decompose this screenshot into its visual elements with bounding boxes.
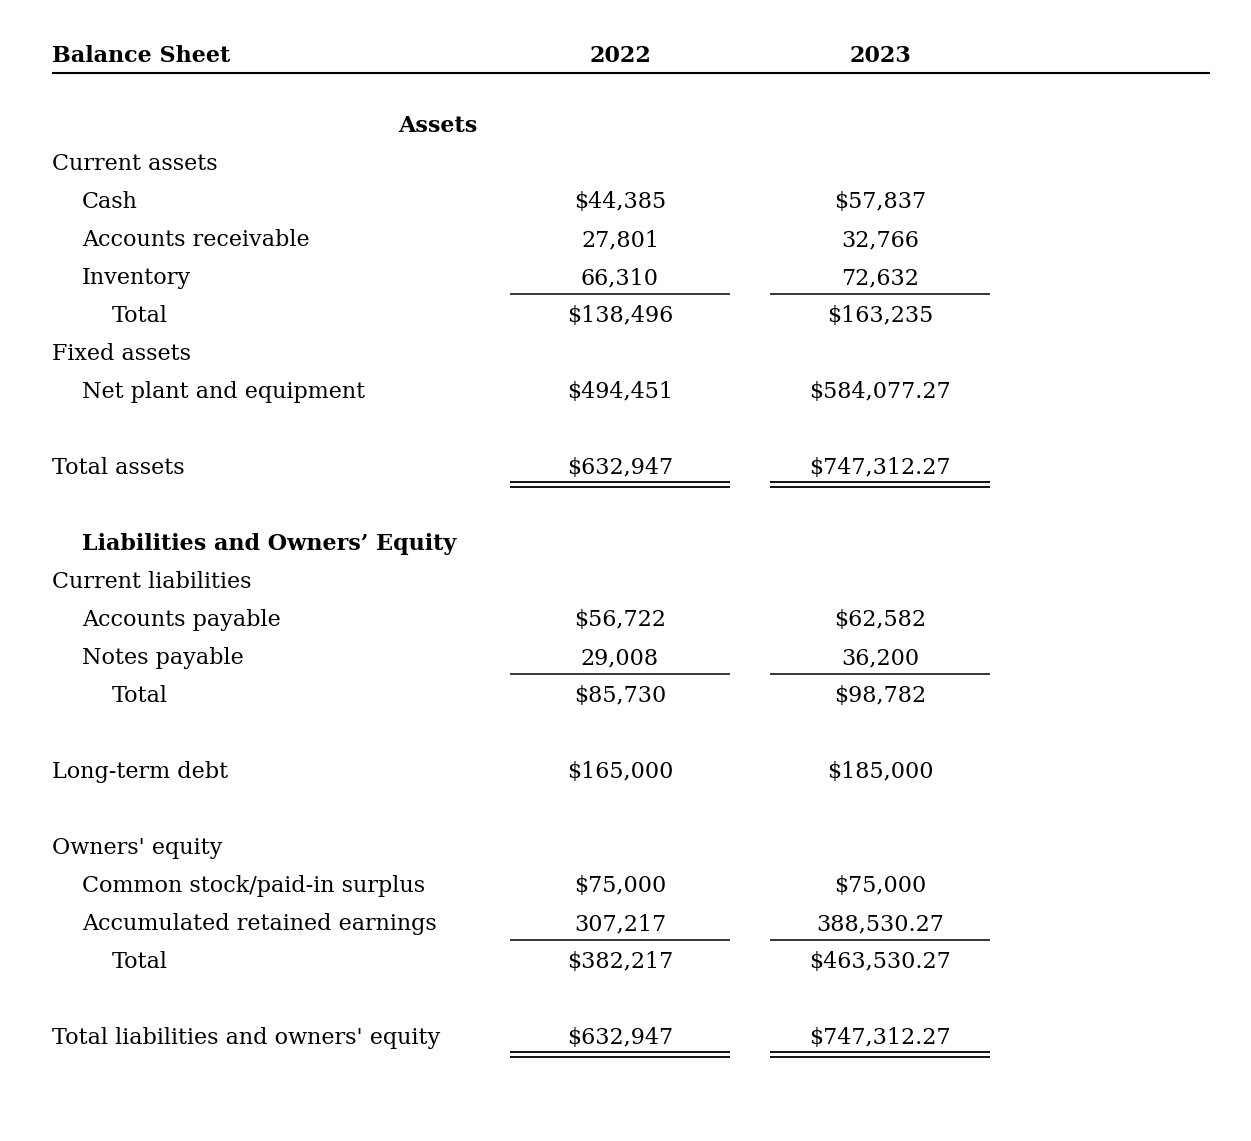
Text: Total: Total xyxy=(113,305,168,327)
Text: $62,582: $62,582 xyxy=(834,609,926,631)
Text: 27,801: 27,801 xyxy=(580,229,659,251)
Text: 36,200: 36,200 xyxy=(841,647,919,669)
Text: 72,632: 72,632 xyxy=(841,267,919,289)
Text: $494,451: $494,451 xyxy=(567,381,673,403)
Text: Assets: Assets xyxy=(398,115,478,137)
Text: $56,722: $56,722 xyxy=(574,609,666,631)
Text: Inventory: Inventory xyxy=(83,267,191,289)
Text: Net plant and equipment: Net plant and equipment xyxy=(83,381,365,403)
Text: Liabilities and Owners’ Equity: Liabilities and Owners’ Equity xyxy=(83,533,457,555)
Text: 2023: 2023 xyxy=(849,44,911,67)
Text: Accumulated retained earnings: Accumulated retained earnings xyxy=(83,913,437,934)
Text: $165,000: $165,000 xyxy=(567,761,673,783)
Text: $57,837: $57,837 xyxy=(834,191,926,213)
Text: $75,000: $75,000 xyxy=(834,875,926,897)
Text: Notes payable: Notes payable xyxy=(83,647,244,669)
Text: $185,000: $185,000 xyxy=(827,761,933,783)
Text: $632,947: $632,947 xyxy=(567,458,673,479)
Text: 32,766: 32,766 xyxy=(841,229,919,251)
Text: Owners' equity: Owners' equity xyxy=(53,837,223,859)
Text: Current assets: Current assets xyxy=(53,153,218,175)
Text: Total assets: Total assets xyxy=(53,458,185,479)
Text: $163,235: $163,235 xyxy=(827,305,933,327)
Text: $632,947: $632,947 xyxy=(567,1027,673,1049)
Text: 388,530.27: 388,530.27 xyxy=(816,913,945,934)
Text: 66,310: 66,310 xyxy=(580,267,659,289)
Text: $382,217: $382,217 xyxy=(567,950,673,973)
Text: 2022: 2022 xyxy=(589,44,651,67)
Text: Total: Total xyxy=(113,685,168,707)
Text: $584,077.27: $584,077.27 xyxy=(809,381,951,403)
Text: Cash: Cash xyxy=(83,191,138,213)
Text: Accounts payable: Accounts payable xyxy=(83,609,280,631)
Text: Accounts receivable: Accounts receivable xyxy=(83,229,310,251)
Text: $98,782: $98,782 xyxy=(834,685,926,707)
Text: Fixed assets: Fixed assets xyxy=(53,343,191,365)
Text: $75,000: $75,000 xyxy=(574,875,666,897)
Text: Current liabilities: Current liabilities xyxy=(53,570,251,593)
Text: $85,730: $85,730 xyxy=(574,685,666,707)
Text: Total liabilities and owners' equity: Total liabilities and owners' equity xyxy=(53,1027,440,1049)
Text: $463,530.27: $463,530.27 xyxy=(809,950,951,973)
Text: Common stock/paid-in surplus: Common stock/paid-in surplus xyxy=(83,875,425,897)
Text: Long-term debt: Long-term debt xyxy=(53,761,228,783)
Text: 29,008: 29,008 xyxy=(580,647,659,669)
Text: $44,385: $44,385 xyxy=(574,191,666,213)
Text: Balance Sheet: Balance Sheet xyxy=(53,44,230,67)
Text: $747,312.27: $747,312.27 xyxy=(809,1027,951,1049)
Text: Total: Total xyxy=(113,950,168,973)
Text: 307,217: 307,217 xyxy=(574,913,666,934)
Text: $747,312.27: $747,312.27 xyxy=(809,458,951,479)
Text: $138,496: $138,496 xyxy=(567,305,673,327)
